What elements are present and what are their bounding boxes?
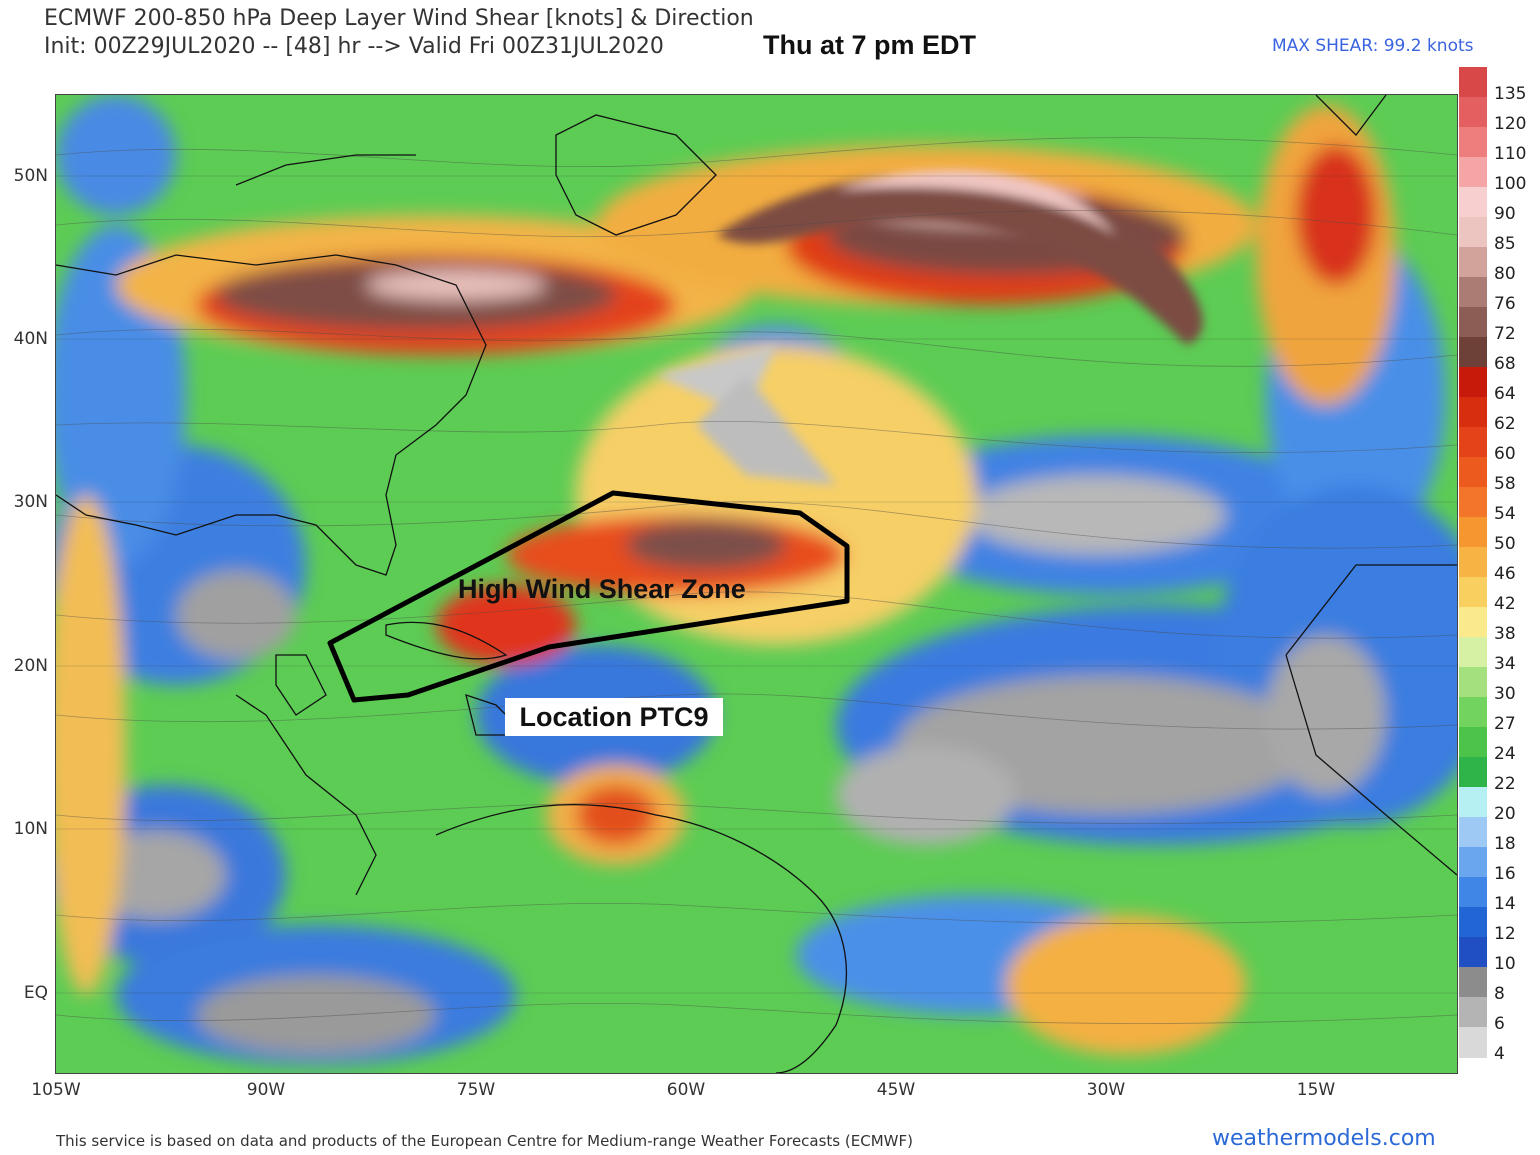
zone-label: High Wind Shear Zone <box>458 574 746 604</box>
colorbar-label: 42 <box>1494 594 1516 614</box>
colorbar-swatch <box>1459 97 1487 128</box>
colorbar-label: 12 <box>1494 924 1516 944</box>
colorbar-swatch <box>1459 997 1487 1028</box>
colorbar-swatch <box>1459 607 1487 638</box>
colorbar-label: 110 <box>1494 144 1527 164</box>
colorbar-label: 85 <box>1494 234 1516 254</box>
colorbar-swatch <box>1459 847 1487 878</box>
colorbar-swatch <box>1459 217 1487 248</box>
colorbar-label: 46 <box>1494 564 1516 584</box>
valid-local-time: Thu at 7 pm EDT <box>763 30 977 60</box>
colorbar-label: 90 <box>1494 204 1516 224</box>
colorbar-swatch <box>1459 637 1487 668</box>
lat-label-30n: 30N <box>13 492 48 512</box>
colorbar-label: 6 <box>1494 1014 1505 1034</box>
colorbar-swatch <box>1459 277 1487 308</box>
colorbar-swatch <box>1459 697 1487 728</box>
colorbar-label: 58 <box>1494 474 1516 494</box>
lon-label-90w: 90W <box>246 1080 286 1100</box>
colorbar-swatch <box>1459 937 1487 968</box>
colorbar-label: 38 <box>1494 624 1516 644</box>
colorbar-swatch <box>1459 187 1487 218</box>
colorbar-label: 30 <box>1494 684 1516 704</box>
lat-label-20n: 20N <box>13 656 48 676</box>
colorbar-swatch <box>1459 667 1487 698</box>
colorbar-label: 68 <box>1494 354 1516 374</box>
colorbar-swatch <box>1459 877 1487 908</box>
max-shear-readout: MAX SHEAR: 99.2 knots <box>1272 36 1474 56</box>
colorbar-label: 100 <box>1494 174 1527 194</box>
lon-label-30w: 30W <box>1086 1080 1126 1100</box>
high-shear-zone-outline <box>327 490 850 703</box>
colorbar-swatch <box>1459 787 1487 818</box>
colorbar-label: 24 <box>1494 744 1516 764</box>
colorbar-label: 20 <box>1494 804 1516 824</box>
colorbar-label: 80 <box>1494 264 1516 284</box>
colorbar-label: 50 <box>1494 534 1516 554</box>
colorbar-swatch <box>1459 547 1487 578</box>
colorbar-swatch <box>1459 517 1487 548</box>
colorbar-label: 135 <box>1494 84 1527 104</box>
colorbar-label: 60 <box>1494 444 1516 464</box>
shear-map <box>55 94 1458 1074</box>
colorbar-swatch <box>1459 427 1487 458</box>
colorbar <box>1459 67 1487 1058</box>
colorbar-label: 120 <box>1494 114 1527 134</box>
colorbar-swatch <box>1459 247 1487 278</box>
colorbar-swatch <box>1459 487 1487 518</box>
lat-label-eq: EQ <box>23 983 48 1003</box>
colorbar-label: 34 <box>1494 654 1516 674</box>
init-valid-line: Init: 00Z29JUL2020 -- [48] hr --> Valid … <box>44 34 664 59</box>
colorbar-swatch <box>1459 457 1487 488</box>
colorbar-label: 14 <box>1494 894 1516 914</box>
colorbar-label: 4 <box>1494 1044 1505 1064</box>
colorbar-swatch <box>1459 67 1487 98</box>
colorbar-swatch <box>1459 127 1487 158</box>
footer-credit: This service is based on data and produc… <box>56 1132 913 1150</box>
lon-label-60w: 60W <box>666 1080 706 1100</box>
colorbar-label: 16 <box>1494 864 1516 884</box>
colorbar-swatch <box>1459 757 1487 788</box>
colorbar-swatch <box>1459 337 1487 368</box>
colorbar-swatch <box>1459 1027 1487 1058</box>
colorbar-label: 72 <box>1494 324 1516 344</box>
colorbar-swatch <box>1459 397 1487 428</box>
colorbar-label: 18 <box>1494 834 1516 854</box>
colorbar-label: 76 <box>1494 294 1516 314</box>
site-link[interactable]: weathermodels.com <box>1212 1126 1436 1151</box>
colorbar-swatch <box>1459 577 1487 608</box>
colorbar-swatch <box>1459 727 1487 758</box>
colorbar-label: 10 <box>1494 954 1516 974</box>
lon-label-105w: 105W <box>31 1080 81 1100</box>
lon-label-45w: 45W <box>876 1080 916 1100</box>
colorbar-swatch <box>1459 367 1487 398</box>
lat-label-50n: 50N <box>13 166 48 186</box>
colorbar-swatch <box>1459 907 1487 938</box>
chart-title: ECMWF 200-850 hPa Deep Layer Wind Shear … <box>44 6 754 31</box>
lon-label-75w: 75W <box>456 1080 496 1100</box>
colorbar-label: 22 <box>1494 774 1516 794</box>
colorbar-label: 54 <box>1494 504 1516 524</box>
location-label: Location PTC9 <box>505 698 723 736</box>
colorbar-label: 8 <box>1494 984 1505 1004</box>
colorbar-swatch <box>1459 157 1487 188</box>
colorbar-swatch <box>1459 967 1487 998</box>
colorbar-swatch <box>1459 817 1487 848</box>
lat-label-10n: 10N <box>13 819 48 839</box>
colorbar-label: 62 <box>1494 414 1516 434</box>
colorbar-label: 27 <box>1494 714 1516 734</box>
colorbar-label: 64 <box>1494 384 1516 404</box>
colorbar-swatch <box>1459 307 1487 338</box>
lon-label-15w: 15W <box>1296 1080 1336 1100</box>
lat-label-40n: 40N <box>13 329 48 349</box>
